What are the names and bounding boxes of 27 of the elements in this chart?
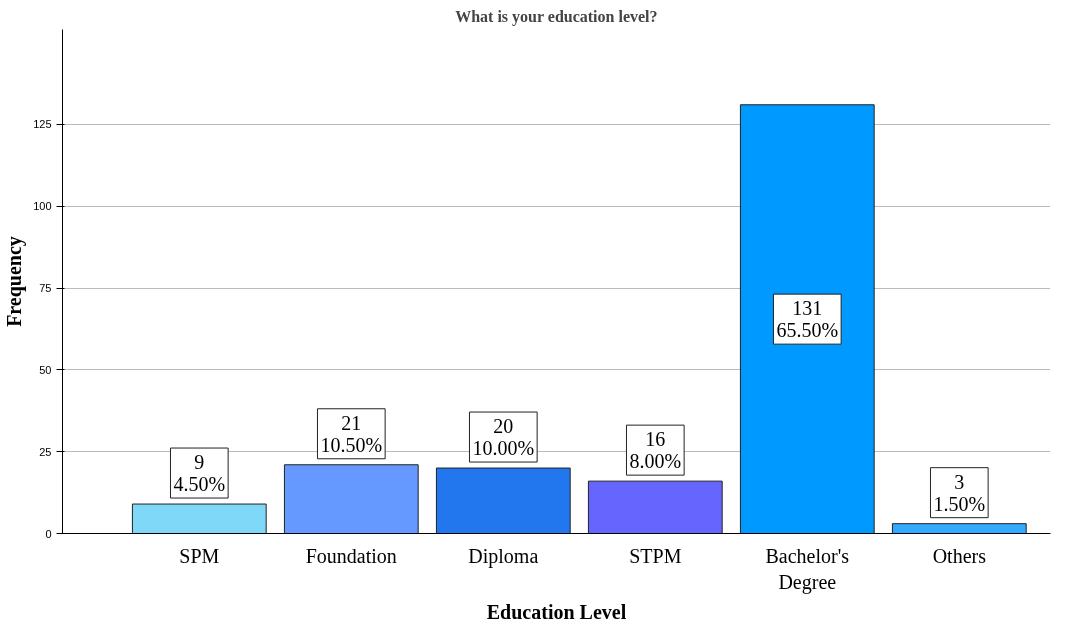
x-axis-title: Education Level [486, 600, 627, 623]
x-tick-label: Foundation [305, 544, 397, 567]
data-label: 20 10.00% [472, 415, 535, 460]
y-tick-label: 125 [33, 118, 52, 131]
bar [891, 523, 1027, 534]
x-tick-label: STPM [629, 544, 682, 567]
x-tick-label: Others [932, 544, 987, 567]
chart-title: What is your education level? [455, 7, 658, 26]
y-tick-label: 75 [39, 282, 52, 295]
x-tick-label: Diploma [468, 544, 539, 568]
y-tick-label: 100 [33, 200, 52, 213]
data-label: 131 65.50% [776, 297, 839, 342]
bar [435, 467, 571, 534]
x-tick-label: SPM [179, 544, 220, 567]
y-axis-title: Frequency [3, 236, 27, 327]
data-label: 16 8.00% [629, 428, 682, 473]
data-label: 9 4.50% [173, 451, 226, 496]
x-tick-label: Bachelor's Degree [765, 544, 850, 594]
bar [739, 104, 875, 534]
y-tick-label: 25 [39, 445, 52, 458]
bar [587, 480, 723, 534]
y-tick-label: 50 [39, 363, 52, 376]
bar [283, 464, 419, 534]
y-tick-label: 0 [45, 527, 52, 540]
data-label: 21 10.50% [320, 411, 383, 456]
bar [131, 503, 267, 534]
data-label: 3 1.50% [933, 470, 986, 515]
